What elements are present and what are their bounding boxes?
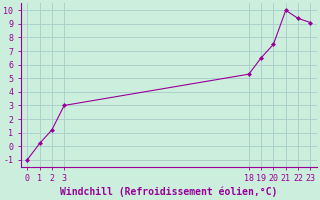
X-axis label: Windchill (Refroidissement éolien,°C): Windchill (Refroidissement éolien,°C) [60,186,277,197]
